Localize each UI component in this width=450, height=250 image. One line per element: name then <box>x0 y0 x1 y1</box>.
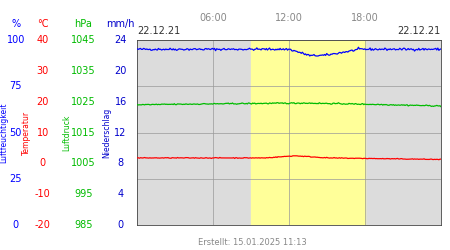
Text: 995: 995 <box>74 189 93 199</box>
Text: Erstellt: 15.01.2025 11:13: Erstellt: 15.01.2025 11:13 <box>198 238 307 247</box>
Text: 25: 25 <box>9 174 22 184</box>
Text: %: % <box>11 19 20 29</box>
Text: 18:00: 18:00 <box>351 13 379 23</box>
Text: 100: 100 <box>7 35 25 45</box>
Text: 1025: 1025 <box>71 97 95 107</box>
Text: 985: 985 <box>74 220 93 230</box>
Text: 8: 8 <box>117 158 124 168</box>
Text: Luftfeuchtigkeit: Luftfeuchtigkeit <box>0 102 8 163</box>
Text: -20: -20 <box>35 220 51 230</box>
Text: 12: 12 <box>114 128 127 138</box>
Text: 10: 10 <box>36 128 49 138</box>
Text: 12:00: 12:00 <box>275 13 303 23</box>
Text: 4: 4 <box>117 189 124 199</box>
Text: 24: 24 <box>114 35 127 45</box>
Text: 30: 30 <box>36 66 49 76</box>
Text: 1005: 1005 <box>71 158 95 168</box>
Text: -10: -10 <box>35 189 50 199</box>
Text: 1035: 1035 <box>71 66 95 76</box>
Text: 75: 75 <box>9 81 22 91</box>
Text: 16: 16 <box>114 97 127 107</box>
Text: 40: 40 <box>36 35 49 45</box>
Text: °C: °C <box>37 19 49 29</box>
Text: Temperatur: Temperatur <box>22 110 31 154</box>
Bar <box>251 40 289 225</box>
Text: 22.12.21: 22.12.21 <box>137 26 180 36</box>
Text: 1045: 1045 <box>71 35 95 45</box>
Text: 20: 20 <box>114 66 127 76</box>
Text: 0: 0 <box>117 220 124 230</box>
Text: Luftdruck: Luftdruck <box>62 114 71 151</box>
Text: 06:00: 06:00 <box>199 13 227 23</box>
Text: 50: 50 <box>9 128 22 138</box>
Text: Niederschlag: Niederschlag <box>103 108 112 158</box>
Text: 22.12.21: 22.12.21 <box>398 26 441 36</box>
Bar <box>289 40 365 225</box>
Text: 0: 0 <box>40 158 46 168</box>
Text: 20: 20 <box>36 97 49 107</box>
Text: 1015: 1015 <box>71 128 95 138</box>
Text: hPa: hPa <box>74 19 92 29</box>
Text: 0: 0 <box>13 220 19 230</box>
Text: mm/h: mm/h <box>106 19 135 29</box>
